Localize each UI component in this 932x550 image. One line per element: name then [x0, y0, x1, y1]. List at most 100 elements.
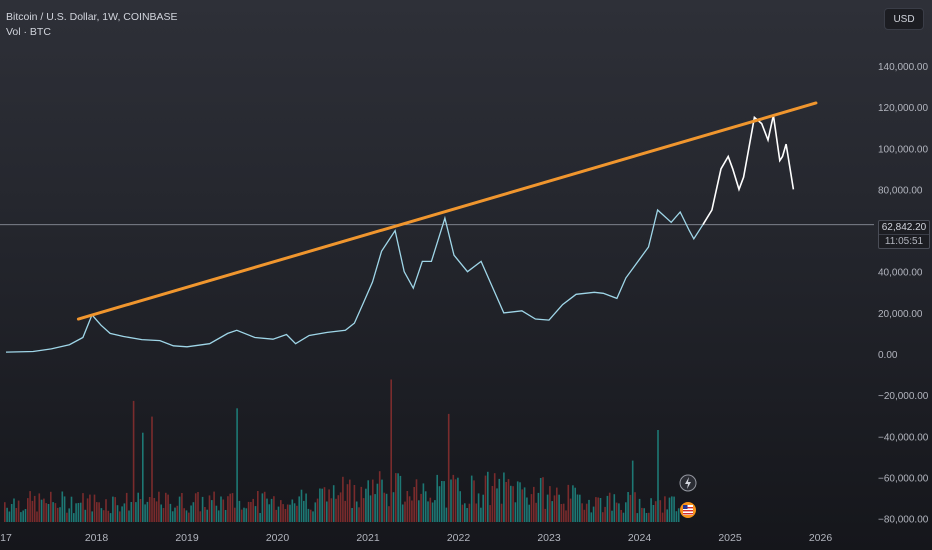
volume-bar	[661, 512, 664, 522]
volume-bar	[445, 507, 448, 522]
volume-bar	[378, 471, 381, 522]
price-axis[interactable]: 140,000.00 120,000.00 100,000.00 80,000.00 6…	[878, 62, 929, 526]
volume-bar	[332, 485, 335, 522]
volume-bar	[13, 498, 15, 522]
volume-bar	[146, 501, 149, 522]
volume-bar	[422, 483, 425, 522]
volume-bar	[523, 487, 526, 522]
volume-bar	[91, 511, 93, 522]
volume-bar	[38, 493, 41, 522]
resistance-trendline[interactable]	[76, 101, 818, 321]
volume-bar	[397, 473, 399, 522]
volume-bar	[286, 504, 289, 522]
volume-bar	[229, 493, 231, 522]
volume-bar	[89, 494, 91, 522]
volume-bar	[208, 495, 211, 522]
volume-bar	[643, 508, 645, 522]
volume-bar	[199, 511, 202, 522]
volume-bar	[677, 508, 680, 522]
volume-bar	[280, 500, 282, 522]
volume-bar	[61, 491, 64, 522]
volume-bar	[130, 502, 133, 522]
last-price-badge: 62,842.20 11:05:51	[878, 220, 930, 249]
volume-bar	[148, 497, 151, 522]
volume-bar	[234, 507, 236, 522]
volume-indicator-label[interactable]: Vol · BTC	[6, 26, 51, 38]
volume-bar	[500, 503, 503, 522]
volume-bar	[611, 510, 613, 522]
volume-bar	[98, 502, 100, 522]
volume-bar	[634, 492, 636, 522]
volume-bar	[574, 487, 576, 522]
volume-bar	[190, 505, 192, 522]
volume-bar	[266, 498, 268, 522]
volume-bar	[36, 511, 38, 522]
volume-bar	[305, 493, 307, 522]
volume-bar	[583, 509, 586, 522]
volume-bar	[245, 508, 248, 522]
volume-bar	[185, 510, 188, 522]
volume-bar	[604, 506, 606, 522]
volume-bar	[395, 473, 397, 522]
volume-bar	[4, 502, 6, 522]
volume-bar	[109, 513, 112, 522]
volume-bar	[321, 488, 323, 522]
volume-bar	[142, 432, 144, 522]
volume-bar	[496, 488, 498, 522]
volume-bar	[597, 497, 599, 522]
volume-bar	[319, 488, 321, 522]
last-price-value: 62,842.20	[881, 222, 927, 233]
volume-bar	[240, 509, 243, 522]
volume-bar	[102, 510, 105, 522]
volume-bar	[427, 501, 429, 522]
volume-bar	[484, 475, 487, 522]
y-tick-label: 40,000.00	[878, 268, 923, 279]
volume-bar	[222, 499, 225, 522]
volume-bar	[135, 502, 137, 522]
volume-bar	[585, 503, 588, 522]
volume-bar	[43, 498, 45, 522]
volume-bar	[648, 512, 650, 522]
volume-bar	[383, 492, 386, 522]
volume-bar	[8, 511, 11, 522]
volume-bar	[441, 481, 443, 522]
volume-bar	[284, 509, 287, 522]
volume-bar	[664, 496, 666, 522]
symbol-title[interactable]: Bitcoin / U.S. Dollar, 1W, COINBASE	[6, 11, 178, 23]
volume-bar	[167, 494, 169, 522]
volume-bar	[507, 479, 510, 522]
volume-bar	[401, 504, 404, 522]
volume-bar	[119, 511, 121, 522]
volume-bar	[638, 498, 641, 522]
volume-bar	[358, 507, 360, 522]
volume-bar	[132, 400, 135, 522]
volume-bar	[100, 508, 103, 522]
volume-bar	[487, 471, 489, 522]
y-tick-label: 120,000.00	[878, 103, 928, 114]
volume-bar	[50, 491, 52, 522]
chart-legend: Bitcoin / U.S. Dollar, 1W, COINBASE Vol …	[6, 10, 178, 40]
volume-bar	[158, 491, 160, 522]
volume-bar	[171, 511, 174, 522]
y-tick-label: 100,000.00	[878, 144, 928, 155]
volume-bar	[10, 504, 13, 522]
volume-bar	[176, 505, 179, 522]
volume-bar	[657, 430, 659, 522]
volume-bar	[429, 497, 432, 522]
currency-button[interactable]: USD	[884, 8, 924, 30]
volume-bar	[116, 505, 119, 522]
volume-bar	[544, 508, 547, 522]
us-flag-event-icon[interactable]	[680, 502, 696, 518]
volume-bar	[220, 496, 222, 522]
volume-bar	[542, 477, 544, 522]
volume-bar	[257, 491, 259, 522]
volume-bar	[556, 487, 558, 522]
volume-bar	[211, 500, 213, 522]
volume-bar	[121, 506, 123, 522]
volume-bar	[539, 478, 542, 522]
volume-bar	[595, 497, 597, 522]
flash-icon[interactable]	[679, 474, 697, 492]
volume-bar	[33, 495, 36, 522]
time-axis[interactable]: 17 2018 2019 2020 2021 2022 2023 2024 2025 2026	[0, 532, 832, 544]
